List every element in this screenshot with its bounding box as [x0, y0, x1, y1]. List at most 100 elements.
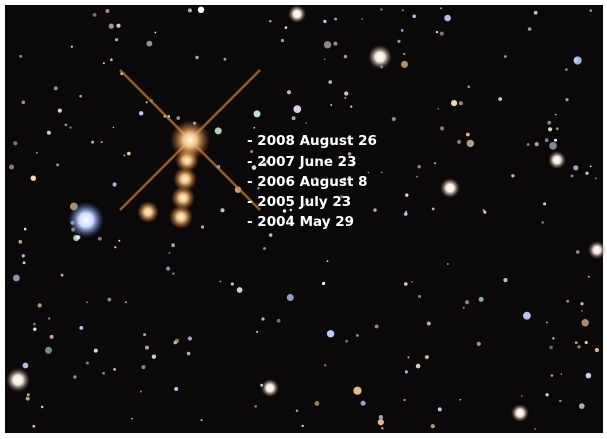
star: [356, 334, 359, 337]
star: [580, 302, 583, 305]
star: [588, 241, 606, 259]
date-label: - 2008 August 26: [247, 133, 377, 149]
star: [477, 342, 481, 346]
star: [379, 415, 383, 419]
star: [523, 312, 531, 320]
star: [467, 140, 474, 147]
star: [440, 178, 460, 198]
star: [412, 14, 416, 18]
star: [201, 419, 203, 421]
star: [220, 281, 222, 283]
star: [585, 172, 588, 175]
star: [172, 273, 174, 275]
star: [416, 176, 418, 178]
star: [566, 300, 569, 303]
star: [459, 101, 463, 105]
star: [221, 208, 225, 212]
star: [91, 141, 94, 144]
star: [110, 58, 113, 61]
star: [498, 97, 502, 101]
star: [559, 400, 561, 402]
star: [573, 165, 578, 170]
star: [438, 407, 442, 411]
star: [565, 98, 568, 101]
star: [123, 154, 125, 156]
star: [50, 335, 54, 339]
star: [548, 151, 566, 169]
star: [94, 349, 98, 353]
star: [114, 246, 116, 248]
star: [31, 176, 36, 181]
star: [463, 307, 465, 309]
star: [323, 20, 326, 23]
star: [131, 418, 133, 420]
star: [511, 404, 529, 422]
star: [404, 399, 406, 401]
star: [575, 341, 578, 344]
star: [552, 337, 554, 339]
star: [418, 295, 421, 298]
star: [224, 58, 227, 61]
star: [98, 237, 102, 241]
star: [73, 375, 76, 378]
star: [397, 40, 400, 43]
star: [401, 61, 408, 68]
star: [545, 393, 548, 396]
star: [361, 18, 363, 20]
star: [574, 58, 578, 62]
star: [368, 172, 370, 174]
star: [451, 100, 457, 106]
star: [93, 13, 97, 17]
star: [408, 356, 410, 358]
star: [171, 243, 175, 247]
star: [45, 347, 52, 354]
star: [504, 55, 507, 58]
star: [33, 328, 36, 331]
star: [404, 212, 408, 216]
star: [237, 287, 243, 293]
star: [571, 175, 574, 178]
star: [108, 298, 112, 302]
star: [287, 90, 291, 94]
star: [105, 9, 109, 13]
star: [565, 68, 567, 70]
star: [109, 24, 114, 29]
star: [436, 31, 438, 33]
star: [269, 20, 271, 22]
star: [32, 425, 35, 428]
star: [554, 139, 557, 142]
star: [579, 403, 585, 409]
star: [195, 56, 198, 59]
star: [215, 127, 222, 134]
star: [27, 393, 30, 396]
star: [447, 263, 449, 265]
date-label: - 2004 May 29: [247, 214, 354, 230]
star: [113, 182, 117, 186]
star: [595, 177, 597, 179]
star: [588, 276, 590, 278]
star: [548, 127, 552, 131]
star: [305, 122, 307, 124]
star: [467, 85, 470, 88]
star: [401, 29, 404, 32]
star: [155, 32, 157, 34]
star: [483, 211, 486, 214]
star: [556, 127, 559, 130]
star: [535, 142, 539, 146]
star: [41, 406, 44, 409]
star: [79, 95, 82, 98]
star: [253, 127, 255, 129]
star: [416, 364, 421, 369]
star: [103, 62, 105, 64]
star: [521, 395, 523, 397]
star: [595, 348, 599, 352]
star: [147, 41, 153, 47]
star: [330, 104, 332, 106]
star: [405, 370, 408, 373]
star: [577, 345, 580, 348]
star: [581, 310, 583, 312]
star: [86, 301, 88, 303]
star: [327, 260, 329, 262]
star: [549, 346, 552, 349]
star: [166, 267, 170, 271]
